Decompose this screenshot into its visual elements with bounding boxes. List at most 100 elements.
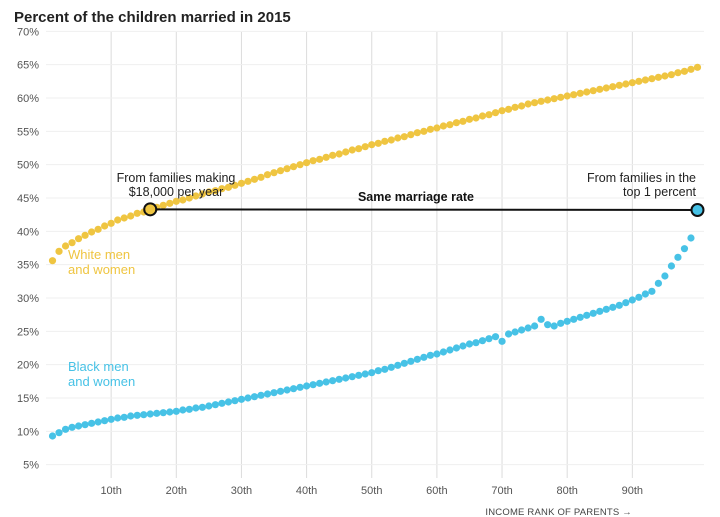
data-point-white xyxy=(61,242,70,250)
data-point-black xyxy=(74,422,83,430)
data-point-black xyxy=(498,337,506,345)
y-tick-label: 60% xyxy=(17,93,39,105)
data-point-white xyxy=(472,114,480,122)
annotation-left-line2: $18,000 per year xyxy=(129,185,224,199)
data-point-black xyxy=(400,359,408,367)
series-label-white-line1: White men xyxy=(68,247,130,262)
data-point-black xyxy=(270,389,278,397)
data-point-white xyxy=(485,111,493,119)
series-label-white-line2: and women xyxy=(68,262,135,277)
data-point-white xyxy=(459,117,467,125)
data-point-black xyxy=(127,412,135,420)
data-point-white xyxy=(179,196,187,204)
data-point-white xyxy=(381,137,389,145)
data-point-black xyxy=(198,403,206,411)
data-point-black xyxy=(648,287,656,295)
data-point-white xyxy=(583,88,591,96)
data-point-white xyxy=(400,133,408,141)
data-point-white xyxy=(94,225,102,233)
data-point-white xyxy=(602,84,610,92)
annotation-right-line2: top 1 percent xyxy=(623,185,696,199)
data-point-black xyxy=(81,421,89,429)
data-point-white xyxy=(283,165,291,173)
data-point-black xyxy=(283,386,291,394)
data-point-black xyxy=(622,299,630,307)
data-point-white xyxy=(609,83,617,91)
x-axis-tick-labels: 10th 20th 30th 40th 50th 60th 70th 80th 90th xyxy=(100,485,643,497)
data-point-black xyxy=(107,415,115,423)
x-axis-title: INCOME RANK OF PARENTS → xyxy=(485,507,632,517)
x-tick-label: 20th xyxy=(166,485,187,497)
data-point-white xyxy=(302,159,311,167)
data-point-white xyxy=(276,167,285,175)
data-point-white xyxy=(420,127,428,135)
data-point-white xyxy=(348,146,356,154)
data-point-white xyxy=(557,93,565,101)
comparison-marker-to xyxy=(690,203,705,217)
data-point-white xyxy=(192,192,200,200)
data-point-white xyxy=(504,105,513,113)
data-point-black xyxy=(250,393,259,401)
data-point-white xyxy=(667,71,676,79)
comparison-bracket xyxy=(143,202,705,217)
data-point-black xyxy=(224,398,233,406)
data-point-white xyxy=(615,81,623,89)
data-point-white xyxy=(491,109,500,117)
data-points xyxy=(48,63,702,440)
data-point-black xyxy=(231,397,239,405)
data-point-black xyxy=(485,335,493,343)
data-point-black xyxy=(459,342,467,350)
data-point-white xyxy=(570,91,578,99)
data-point-black xyxy=(172,407,180,415)
data-point-black xyxy=(257,391,265,399)
data-point-black xyxy=(641,290,649,298)
data-point-white xyxy=(250,175,259,183)
data-point-black xyxy=(322,378,330,386)
data-point-black xyxy=(140,411,148,419)
data-point-black xyxy=(296,383,304,391)
data-point-black xyxy=(674,253,682,261)
data-point-white xyxy=(296,161,304,169)
data-point-black xyxy=(381,365,389,373)
data-point-black xyxy=(374,367,382,375)
vertical-gridlines xyxy=(46,30,704,478)
x-tick-label: 30th xyxy=(231,485,252,497)
data-point-white xyxy=(68,239,76,247)
x-tick-label: 40th xyxy=(296,485,317,497)
data-point-white xyxy=(316,155,324,163)
data-point-black xyxy=(563,317,571,325)
data-point-white xyxy=(589,87,597,95)
data-point-black xyxy=(309,381,317,389)
y-tick-label: 55% xyxy=(17,126,39,138)
data-point-white xyxy=(159,201,167,209)
data-point-black xyxy=(263,390,272,398)
data-point-white xyxy=(407,131,415,139)
data-point-white xyxy=(88,228,96,236)
data-point-black xyxy=(94,418,102,426)
chart-title: Percent of the children married in 2015 xyxy=(14,9,291,26)
data-point-white xyxy=(563,92,571,100)
y-tick-label: 5% xyxy=(23,460,39,472)
data-point-black xyxy=(504,330,513,338)
data-point-white xyxy=(74,235,83,243)
data-point-black xyxy=(101,417,109,425)
data-point-white xyxy=(387,136,395,144)
data-point-black xyxy=(517,326,526,334)
data-point-white xyxy=(550,95,558,103)
series-label-black-line2: and women xyxy=(68,374,135,389)
data-point-white xyxy=(244,177,252,185)
data-point-white xyxy=(426,125,434,133)
y-tick-label: 50% xyxy=(17,160,39,172)
data-point-black xyxy=(472,339,480,347)
x-tick-label: 70th xyxy=(491,485,512,497)
data-point-white xyxy=(680,67,689,75)
data-point-black xyxy=(661,272,669,280)
y-tick-label: 30% xyxy=(17,293,39,305)
data-point-white xyxy=(368,141,376,149)
data-point-black xyxy=(680,245,689,253)
annotation-right-line1: From families in the xyxy=(587,171,696,185)
data-point-white xyxy=(231,181,239,189)
data-point-white xyxy=(342,148,350,156)
data-point-black xyxy=(146,410,154,418)
